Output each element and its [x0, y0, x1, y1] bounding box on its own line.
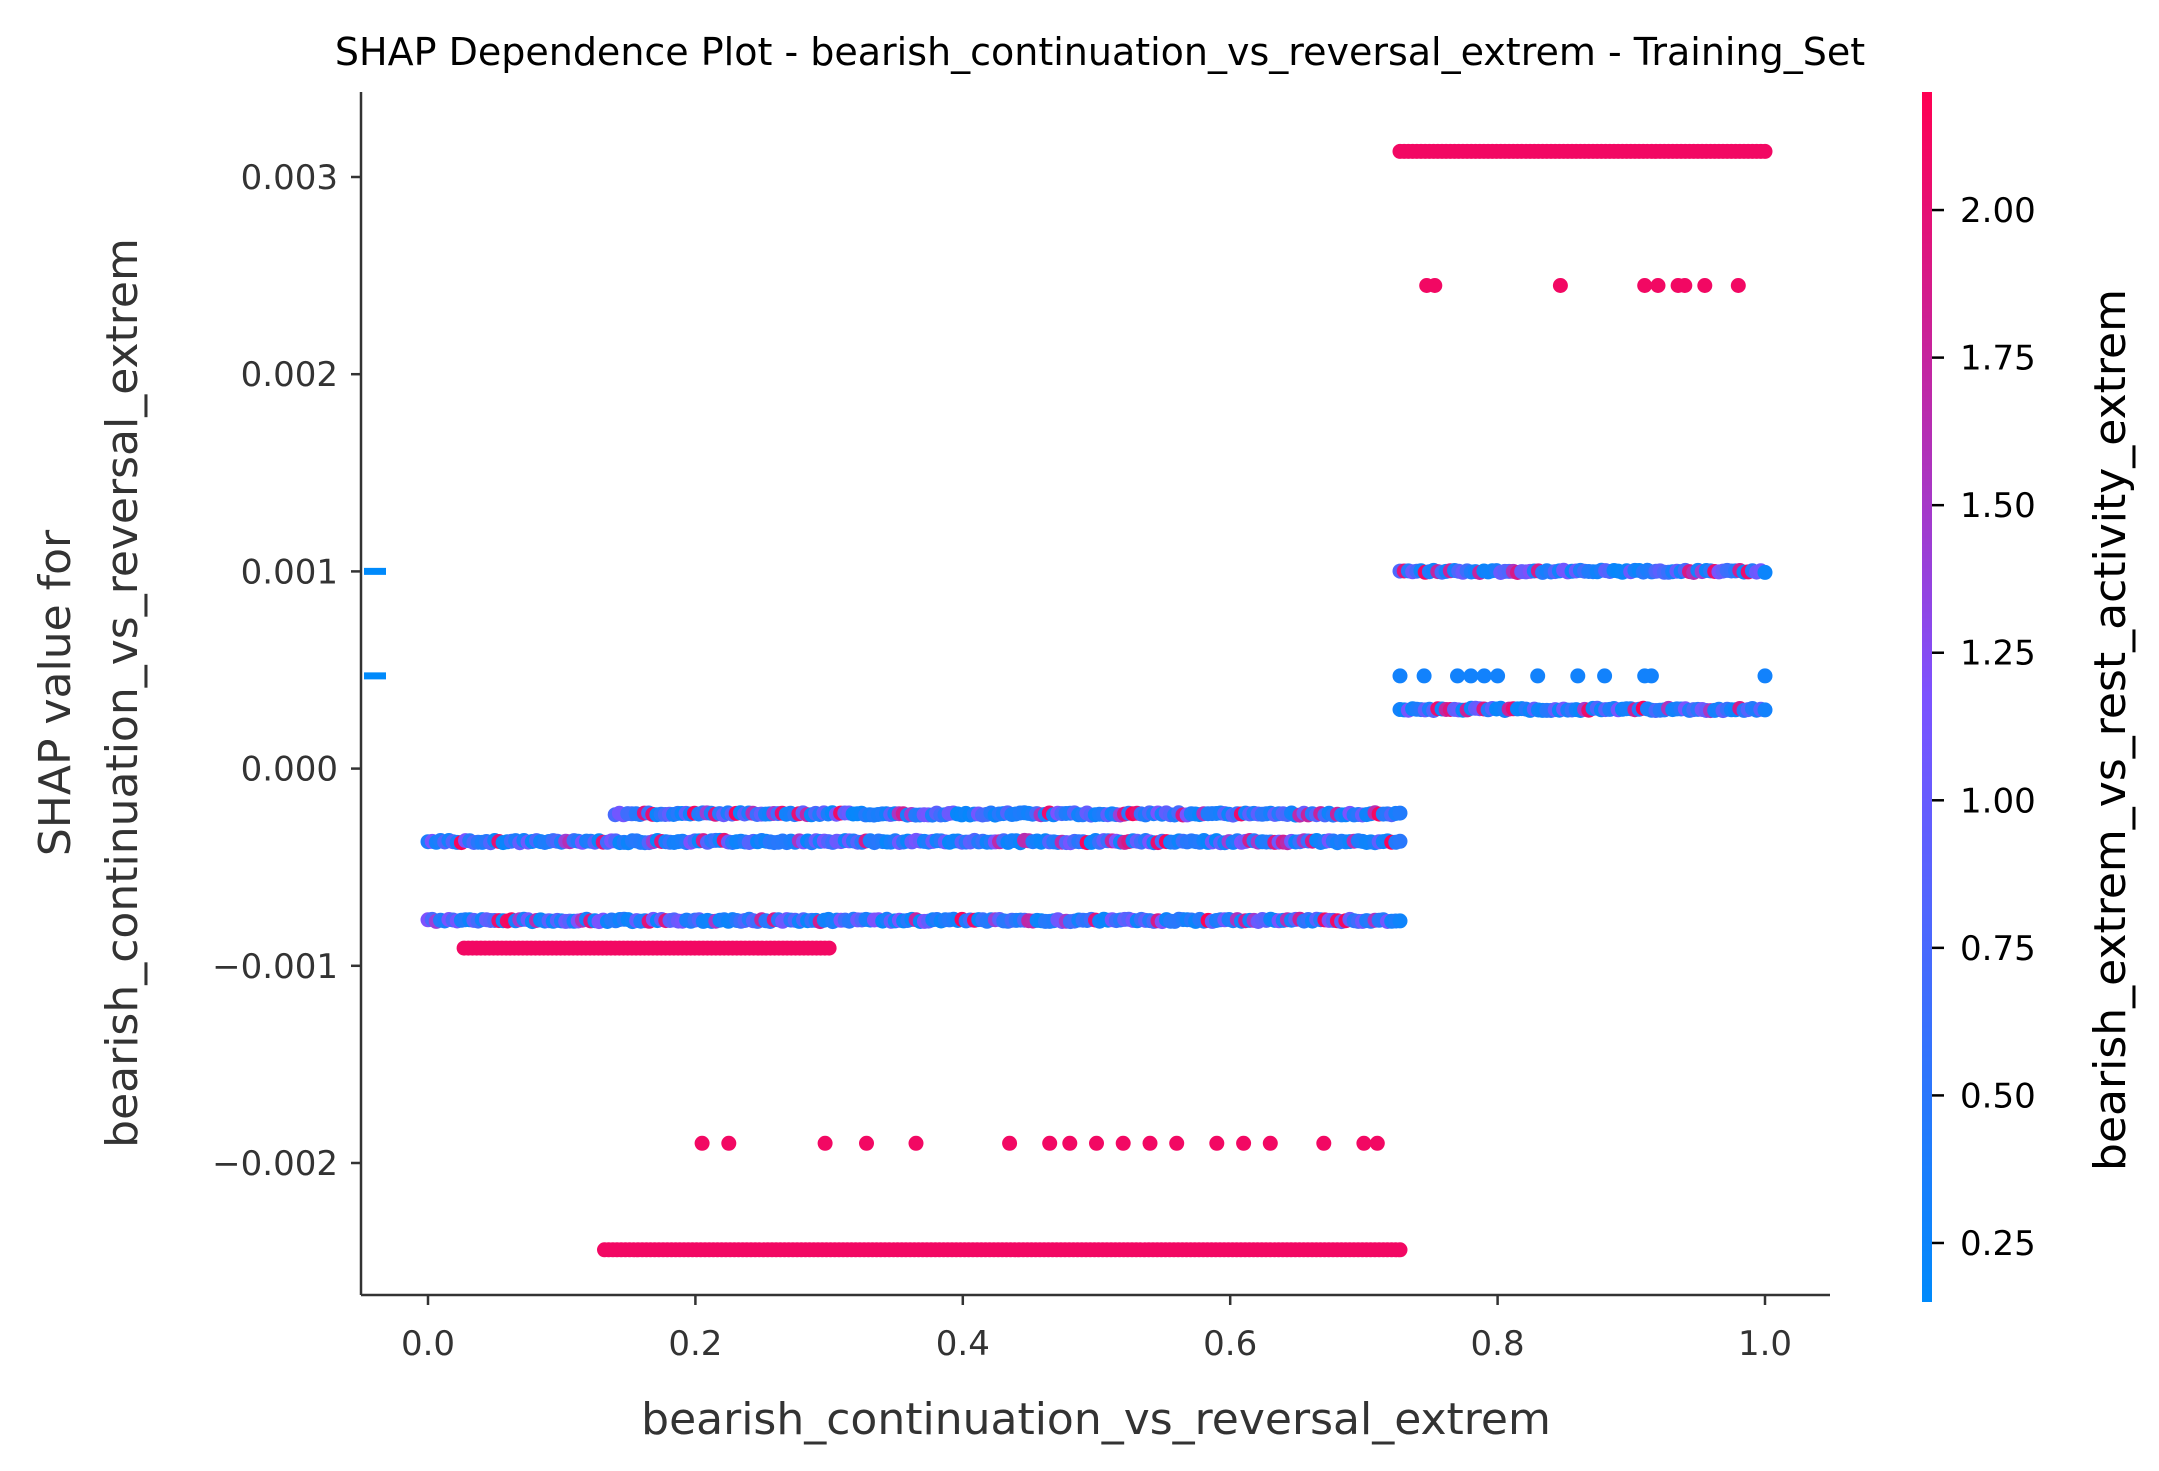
scatter-point-1036 [1042, 1135, 1058, 1151]
y-tick-label-3: 0.001 [241, 552, 338, 592]
colorbar-tick-label-3: 1.00 [1960, 781, 2036, 821]
colorbar-tick-label-1: 0.50 [1960, 1076, 2036, 1116]
colorbar-tick-label-6: 1.75 [1960, 339, 2036, 379]
scatter-point-1046 [1356, 1135, 1372, 1151]
scatter-point-1030 [694, 1135, 710, 1151]
scatter-point-193 [1597, 668, 1613, 684]
scatter-point-95 [1697, 278, 1713, 293]
scatter-point-185 [1392, 668, 1408, 684]
colorbar-tick-label-5: 1.50 [1960, 486, 2036, 526]
x-tick-label-4: 0.8 [1471, 1324, 1525, 1364]
scatter-point-1037 [1062, 1135, 1078, 1151]
scatter-point-94 [1677, 278, 1693, 293]
scatter-point-1039 [1115, 1135, 1131, 1151]
y-tick-label-2: 0.000 [241, 750, 338, 790]
chart-title: SHAP Dependence Plot - bearish_continuat… [335, 30, 1865, 74]
x-tick-label-3: 0.6 [1203, 1324, 1257, 1364]
scatter-point-92 [1650, 278, 1666, 293]
scatter-point-284 [1757, 702, 1773, 718]
y-axis-label-line-2: bearish_continuation_vs_reversal_extrem [97, 238, 148, 1148]
scatter-point-91 [1637, 278, 1653, 293]
scatter-point-1045 [1316, 1135, 1332, 1151]
scatter-point-1044 [1262, 1135, 1278, 1151]
scatter-point-96 [1730, 278, 1746, 293]
x-tick-label-5: 1.0 [1738, 1324, 1792, 1364]
scatter-point-1047 [1369, 1135, 1385, 1151]
colorbar [1922, 92, 1932, 1302]
scatter-point-87 [1757, 143, 1773, 159]
scatter-point-1032 [817, 1135, 833, 1151]
x-tick-label-0: 0.0 [401, 1324, 455, 1364]
scatter-point-1031 [721, 1135, 737, 1151]
scatter-point-1238 [1392, 1242, 1408, 1258]
colorbar-tick-label-0: 0.25 [1960, 1224, 2036, 1264]
scatter-point-196 [1757, 668, 1773, 684]
y-tick-label-0: −0.002 [212, 1144, 338, 1184]
scatter-point-89 [1427, 278, 1443, 293]
scatter-point-1040 [1142, 1135, 1158, 1151]
scatter-point-188 [1463, 668, 1479, 684]
scatter-point-1041 [1169, 1135, 1185, 1151]
scatter-point-1042 [1209, 1135, 1225, 1151]
y-tick-label-4: 0.002 [241, 355, 338, 395]
scatter-point-191 [1530, 668, 1546, 684]
x-ticks: 0.0 0.2 0.4 0.6 0.8 1.0 [401, 1295, 1792, 1364]
y-axis-label: SHAP value for bearish_continuation_vs_r… [30, 238, 148, 1148]
colorbar-tick-label-7: 2.00 [1960, 191, 2036, 231]
scatter-point-187 [1450, 668, 1465, 684]
scatter-point-184 [1757, 564, 1773, 580]
x-axis-label: bearish_continuation_vs_reversal_extrem [641, 1394, 1551, 1445]
scatter-point-192 [1570, 668, 1586, 684]
colorbar-ticks: 0.25 0.50 0.75 1.00 1.25 1.50 1.75 2.00 [1932, 191, 2036, 1264]
scatter-point-473 [1392, 805, 1408, 821]
scatter-point-1038 [1089, 1135, 1104, 1151]
scatter-point-707 [1392, 833, 1408, 849]
scatter-point-90 [1552, 278, 1568, 293]
scatter-point-186 [1416, 668, 1432, 684]
scatter-point-195 [1643, 668, 1659, 684]
x-tick-label-2: 0.4 [936, 1324, 990, 1364]
scatter-point-189 [1476, 668, 1492, 684]
scatter-point-941 [1392, 913, 1408, 929]
colorbar-label: bearish_extrem_vs_rest_activity_extrem [2085, 289, 2136, 1171]
scatter-point-1033 [859, 1135, 874, 1151]
colorbar-tick-label-2: 0.75 [1960, 929, 2036, 969]
scatter-point-1034 [908, 1135, 924, 1151]
y-tick-label-1: −0.001 [212, 947, 338, 987]
colorbar-tick-label-4: 1.25 [1960, 634, 2036, 674]
scatter-point-190 [1490, 668, 1506, 684]
nan-markers [364, 567, 386, 680]
scatter-point-1035 [1002, 1135, 1018, 1151]
x-tick-label-1: 0.2 [668, 1324, 722, 1364]
scatter-point-1029 [821, 940, 837, 956]
scatter-point-1043 [1236, 1135, 1252, 1151]
y-ticks: −0.002 −0.001 0.000 0.001 0.002 0.003 [212, 158, 361, 1184]
y-tick-label-5: 0.003 [241, 158, 338, 198]
y-axis-label-line-1: SHAP value for [30, 529, 81, 856]
plot-area [420, 143, 1773, 1258]
